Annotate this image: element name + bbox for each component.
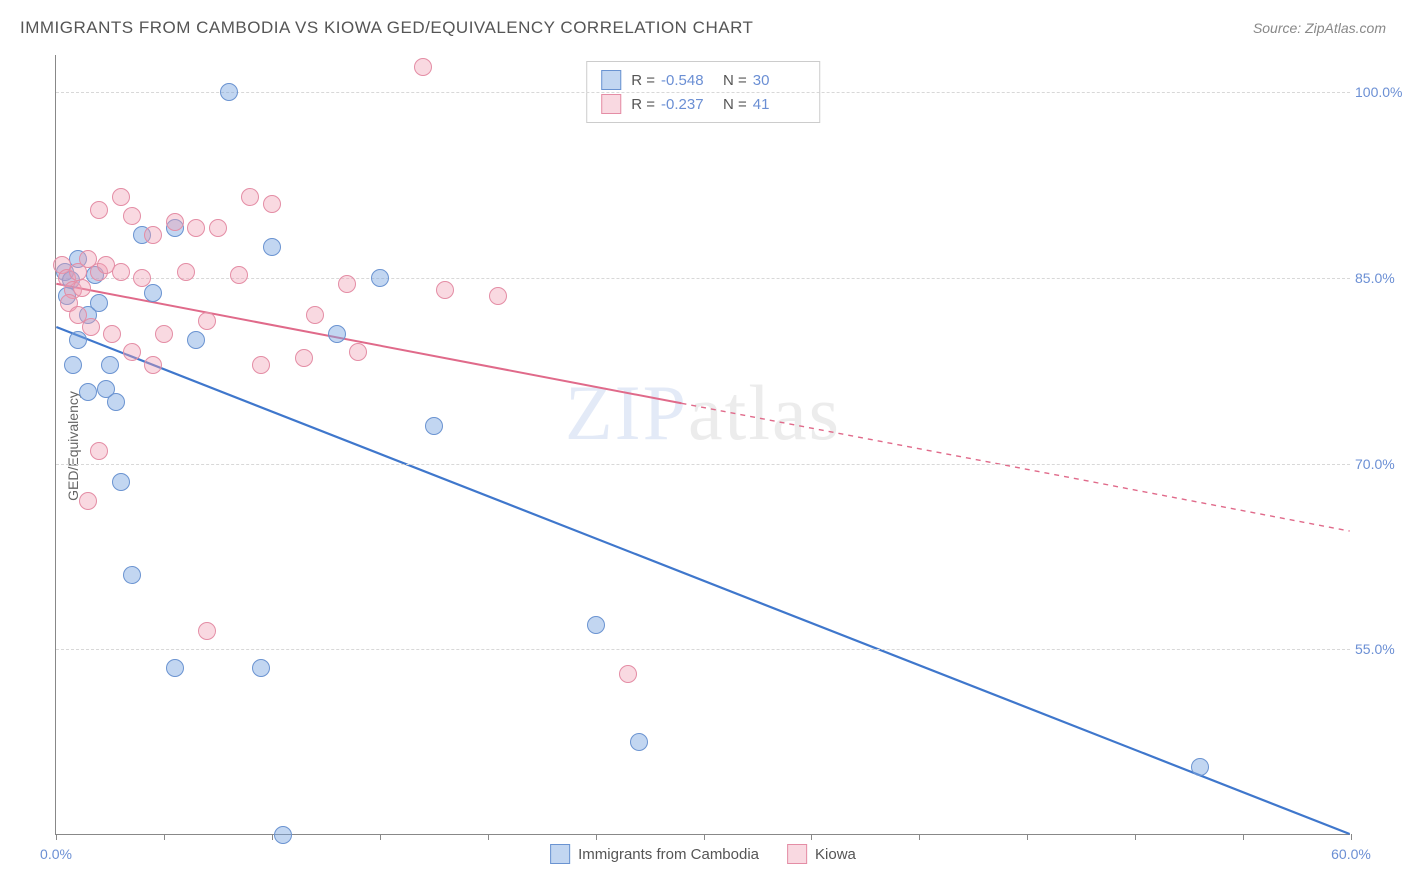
scatter-point-blue xyxy=(263,238,281,256)
scatter-point-pink xyxy=(82,318,100,336)
source-attribution: Source: ZipAtlas.com xyxy=(1253,20,1386,36)
xtick-mark xyxy=(1135,834,1136,840)
scatter-point-pink xyxy=(73,279,91,297)
scatter-point-blue xyxy=(144,284,162,302)
scatter-point-blue xyxy=(328,325,346,343)
scatter-point-pink xyxy=(123,207,141,225)
scatter-point-pink xyxy=(79,492,97,510)
ytick-label: 70.0% xyxy=(1355,456,1400,472)
scatter-point-blue xyxy=(187,331,205,349)
scatter-point-blue xyxy=(220,83,238,101)
xtick-label: 60.0% xyxy=(1331,846,1371,862)
plot-area: ZIPatlas R = -0.548 N = 30 R = -0.237 N … xyxy=(55,55,1350,835)
trend-lines-svg xyxy=(56,55,1350,834)
legend-series: Immigrants from Cambodia Kiowa xyxy=(550,844,856,864)
scatter-point-blue xyxy=(371,269,389,287)
legend-item-pink: Kiowa xyxy=(787,844,856,864)
scatter-point-pink xyxy=(123,343,141,361)
ytick-label: 85.0% xyxy=(1355,270,1400,286)
scatter-point-pink xyxy=(144,356,162,374)
scatter-point-blue xyxy=(101,356,119,374)
trendline-pink-dashed xyxy=(681,403,1349,531)
scatter-point-blue xyxy=(166,659,184,677)
scatter-point-blue xyxy=(274,826,292,844)
scatter-point-pink xyxy=(103,325,121,343)
scatter-point-pink xyxy=(166,213,184,231)
xtick-mark xyxy=(164,834,165,840)
scatter-point-pink xyxy=(177,263,195,281)
scatter-point-pink xyxy=(155,325,173,343)
scatter-point-pink xyxy=(349,343,367,361)
xtick-mark xyxy=(56,834,57,840)
legend-pink-label: Kiowa xyxy=(815,846,856,863)
scatter-point-blue xyxy=(425,417,443,435)
scatter-point-blue xyxy=(64,356,82,374)
scatter-point-pink xyxy=(112,263,130,281)
xtick-mark xyxy=(1027,834,1028,840)
scatter-point-pink xyxy=(198,312,216,330)
scatter-point-blue xyxy=(252,659,270,677)
scatter-point-blue xyxy=(112,473,130,491)
xtick-mark xyxy=(811,834,812,840)
scatter-point-pink xyxy=(619,665,637,683)
xtick-mark xyxy=(1351,834,1352,840)
swatch-pink-icon xyxy=(787,844,807,864)
xtick-mark xyxy=(380,834,381,840)
scatter-point-pink xyxy=(209,219,227,237)
scatter-point-pink xyxy=(338,275,356,293)
scatter-point-pink xyxy=(90,442,108,460)
scatter-point-pink xyxy=(133,269,151,287)
scatter-point-blue xyxy=(123,566,141,584)
scatter-point-pink xyxy=(263,195,281,213)
xtick-mark xyxy=(1243,834,1244,840)
scatter-point-pink xyxy=(306,306,324,324)
xtick-mark xyxy=(488,834,489,840)
source-label: Source: xyxy=(1253,20,1301,36)
chart-title: IMMIGRANTS FROM CAMBODIA VS KIOWA GED/EQ… xyxy=(20,18,753,38)
ytick-label: 55.0% xyxy=(1355,641,1400,657)
scatter-point-pink xyxy=(144,226,162,244)
gridline-h xyxy=(56,649,1350,650)
trendline-pink xyxy=(56,284,681,404)
scatter-point-pink xyxy=(187,219,205,237)
scatter-point-pink xyxy=(489,287,507,305)
scatter-point-pink xyxy=(252,356,270,374)
legend-item-blue: Immigrants from Cambodia xyxy=(550,844,759,864)
chart-container: IMMIGRANTS FROM CAMBODIA VS KIOWA GED/EQ… xyxy=(0,0,1406,892)
gridline-h xyxy=(56,278,1350,279)
xtick-mark xyxy=(704,834,705,840)
scatter-point-pink xyxy=(198,622,216,640)
scatter-point-pink xyxy=(230,266,248,284)
legend-blue-label: Immigrants from Cambodia xyxy=(578,846,759,863)
scatter-point-pink xyxy=(90,201,108,219)
gridline-h xyxy=(56,92,1350,93)
scatter-point-pink xyxy=(414,58,432,76)
trendline-blue xyxy=(56,327,1349,834)
xtick-mark xyxy=(596,834,597,840)
scatter-point-blue xyxy=(1191,758,1209,776)
ytick-label: 100.0% xyxy=(1355,84,1400,100)
xtick-mark xyxy=(919,834,920,840)
scatter-point-pink xyxy=(436,281,454,299)
scatter-point-pink xyxy=(112,188,130,206)
scatter-point-blue xyxy=(107,393,125,411)
scatter-point-pink xyxy=(295,349,313,367)
gridline-h xyxy=(56,464,1350,465)
scatter-point-blue xyxy=(90,294,108,312)
xtick-label: 0.0% xyxy=(40,846,72,862)
scatter-point-blue xyxy=(79,383,97,401)
scatter-point-blue xyxy=(630,733,648,751)
scatter-point-blue xyxy=(587,616,605,634)
swatch-blue-icon xyxy=(550,844,570,864)
scatter-point-pink xyxy=(241,188,259,206)
source-name: ZipAtlas.com xyxy=(1305,20,1386,36)
